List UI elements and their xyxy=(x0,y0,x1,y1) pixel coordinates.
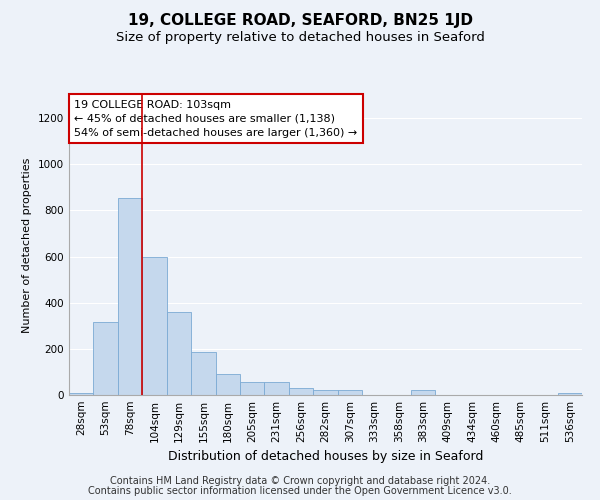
Bar xyxy=(94,322,118,395)
Bar xyxy=(338,390,362,395)
X-axis label: Distribution of detached houses by size in Seaford: Distribution of detached houses by size … xyxy=(168,450,483,464)
Text: 19 COLLEGE ROAD: 103sqm
← 45% of detached houses are smaller (1,138)
54% of semi: 19 COLLEGE ROAD: 103sqm ← 45% of detache… xyxy=(74,100,358,138)
Text: Contains HM Land Registry data © Crown copyright and database right 2024.: Contains HM Land Registry data © Crown c… xyxy=(110,476,490,486)
Bar xyxy=(289,388,313,395)
Bar xyxy=(215,374,240,395)
Text: Size of property relative to detached houses in Seaford: Size of property relative to detached ho… xyxy=(116,31,484,44)
Bar xyxy=(142,256,167,395)
Bar xyxy=(265,382,289,395)
Bar xyxy=(240,382,265,395)
Y-axis label: Number of detached properties: Number of detached properties xyxy=(22,158,32,332)
Bar xyxy=(313,390,338,395)
Bar xyxy=(118,198,142,395)
Bar xyxy=(411,390,436,395)
Text: 19, COLLEGE ROAD, SEAFORD, BN25 1JD: 19, COLLEGE ROAD, SEAFORD, BN25 1JD xyxy=(128,12,473,28)
Bar xyxy=(167,312,191,395)
Bar xyxy=(69,392,94,395)
Bar xyxy=(191,352,215,395)
Text: Contains public sector information licensed under the Open Government Licence v3: Contains public sector information licen… xyxy=(88,486,512,496)
Bar xyxy=(557,392,582,395)
